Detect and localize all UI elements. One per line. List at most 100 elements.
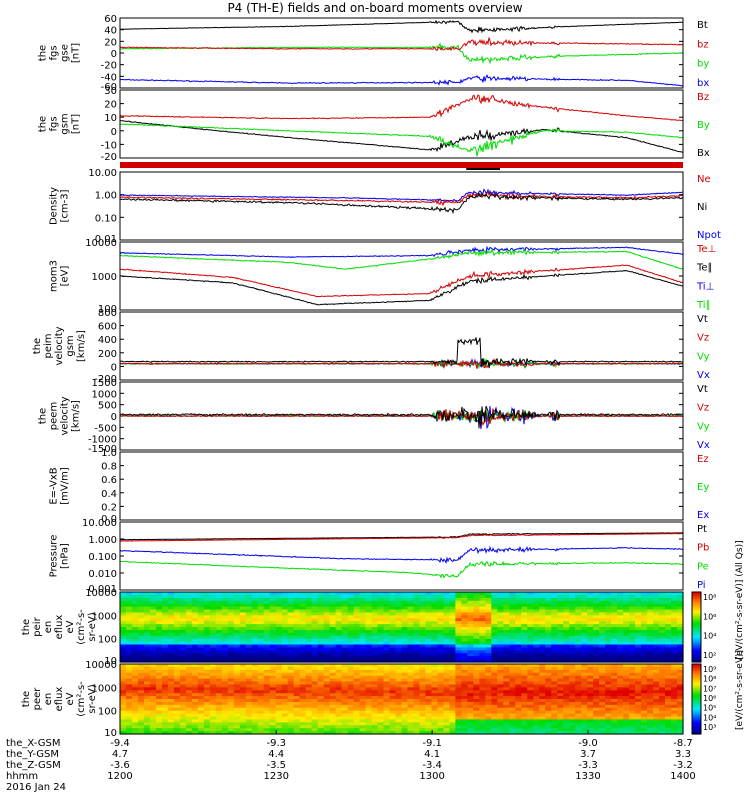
- spectrogram-cell: [491, 656, 498, 660]
- spectrogram-cell: [323, 725, 331, 729]
- spectrogram-cell: [449, 597, 456, 602]
- spectrogram-cell: [425, 603, 433, 608]
- spectrogram-cell: [635, 592, 642, 596]
- spectrogram-cell: [191, 722, 199, 726]
- spectrogram-cell: [347, 659, 355, 663]
- spectrogram-cell: [533, 612, 540, 616]
- spectrogram-cell: [485, 681, 492, 686]
- x-tick-label: -3.4: [422, 760, 442, 771]
- spectrogram-cell: [497, 669, 504, 674]
- spectrogram-cell: [677, 609, 684, 614]
- panel-frame: [119, 241, 684, 311]
- spectrogram-cell: [203, 684, 211, 688]
- spectrogram-cell: [563, 710, 570, 715]
- spectrogram-cell: [605, 592, 612, 596]
- spectrogram-cell: [209, 653, 217, 657]
- y-axis-label: en: [43, 693, 54, 706]
- spectrogram-cell: [191, 719, 199, 723]
- spectrogram-cell: [383, 624, 391, 628]
- spectrogram-cell: [227, 653, 235, 657]
- spectrogram-cell: [443, 664, 451, 668]
- spectrogram-cell: [605, 666, 612, 671]
- spectrogram-cell: [593, 719, 600, 723]
- spectrogram-cell: [665, 618, 672, 622]
- spectrogram-cell: [125, 696, 133, 700]
- x-tick-label: 1330: [575, 771, 600, 782]
- spectrogram-cell: [161, 693, 169, 697]
- spectrogram-cell: [335, 656, 343, 660]
- spectrogram-cell: [353, 635, 361, 640]
- spectrogram-cell: [335, 621, 343, 625]
- spectrogram-cell: [311, 618, 319, 622]
- spectrogram-cell: [575, 672, 582, 677]
- spectrogram-cell: [155, 669, 163, 674]
- spectrogram-cell: [137, 621, 145, 625]
- spectrogram-cell: [239, 600, 247, 605]
- spectrogram-cell: [533, 731, 540, 735]
- spectrogram-cell: [539, 592, 546, 596]
- spectrogram-cell: [431, 701, 439, 706]
- spectrogram-cell: [623, 627, 630, 631]
- spectrogram-cell: [365, 713, 373, 718]
- spectrogram-cell: [569, 656, 576, 660]
- spectrogram-cell: [203, 638, 211, 643]
- spectrogram-cell: [203, 719, 211, 723]
- spectrogram-cell: [647, 650, 654, 654]
- spectrogram-cell: [509, 672, 516, 677]
- spectrogram-cell: [383, 707, 391, 712]
- spectrogram-cell: [155, 606, 163, 611]
- spectrogram-cell: [569, 606, 576, 611]
- spectrogram-cell: [203, 624, 211, 628]
- spectrogram-cell: [203, 701, 211, 706]
- spectrogram-cell: [149, 725, 157, 729]
- spectrogram-cell: [491, 684, 498, 688]
- spectrogram-cell: [425, 722, 433, 726]
- spectrogram-cell: [449, 690, 456, 694]
- spectrogram-cell: [221, 650, 229, 654]
- spectrogram-cell: [485, 644, 492, 649]
- spectrogram-cell: [317, 647, 325, 651]
- spectrogram-cell: [227, 731, 235, 735]
- spectrogram-cell: [431, 597, 439, 602]
- spectrogram-cell: [449, 725, 456, 729]
- spectrogram-cell: [659, 728, 666, 732]
- spectrogram-cell: [293, 618, 301, 622]
- spectrogram-cell: [515, 684, 522, 688]
- spectrogram-cell: [377, 681, 385, 686]
- spectrogram-cell: [233, 594, 241, 599]
- panel-frame: [119, 171, 684, 241]
- spectrogram-cell: [485, 621, 492, 625]
- spectrogram-cell: [371, 638, 379, 643]
- spectrogram-cell: [143, 594, 151, 599]
- spectrogram-cell: [443, 603, 451, 608]
- spectrogram-cell: [179, 690, 187, 694]
- spectrogram-cell: [365, 600, 373, 605]
- spectrogram-cell: [389, 632, 397, 637]
- spectrogram-cell: [527, 632, 534, 637]
- y-axis-label: (cm²-s-: [76, 609, 87, 645]
- spectrogram-cell: [185, 693, 193, 697]
- spectrogram-cell: [377, 656, 385, 660]
- spectrogram-cell: [575, 629, 582, 634]
- spectrogram-cell: [425, 609, 433, 614]
- spectrogram-cell: [197, 638, 205, 643]
- spectrogram-cell: [131, 618, 139, 622]
- spectrogram-cell: [503, 629, 510, 634]
- spectrogram-cell: [647, 629, 654, 634]
- spectrogram-cell: [677, 681, 684, 686]
- spectrogram-cell: [671, 647, 678, 651]
- spectrogram-cell: [383, 725, 391, 729]
- spectrogram-cell: [455, 710, 462, 715]
- spectrogram-cell: [275, 612, 283, 616]
- spectrogram-cell: [419, 716, 427, 721]
- spectrogram-cell: [401, 731, 409, 735]
- spectrogram-cell: [371, 627, 379, 631]
- spectrogram-cell: [623, 594, 630, 599]
- spectrogram-cell: [413, 713, 421, 718]
- spectrogram-cell: [323, 624, 331, 628]
- spectrogram-cell: [569, 650, 576, 654]
- spectrogram-cell: [377, 675, 385, 680]
- spectrogram-cell: [461, 644, 468, 649]
- spectrogram-cell: [125, 641, 133, 646]
